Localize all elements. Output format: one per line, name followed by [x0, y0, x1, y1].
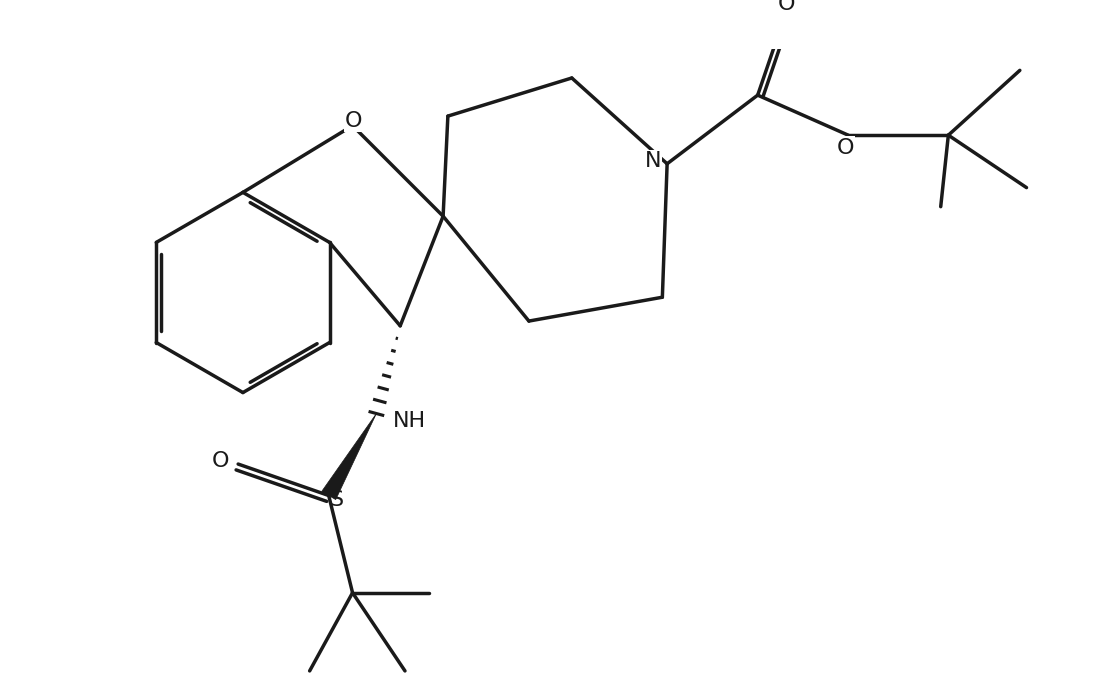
Polygon shape: [322, 414, 377, 500]
Text: NH: NH: [394, 411, 426, 431]
Text: O: O: [345, 111, 362, 131]
Text: N: N: [644, 151, 661, 171]
Text: S: S: [329, 490, 343, 510]
Text: O: O: [777, 0, 795, 13]
Text: O: O: [836, 138, 854, 157]
Text: O: O: [212, 451, 230, 471]
